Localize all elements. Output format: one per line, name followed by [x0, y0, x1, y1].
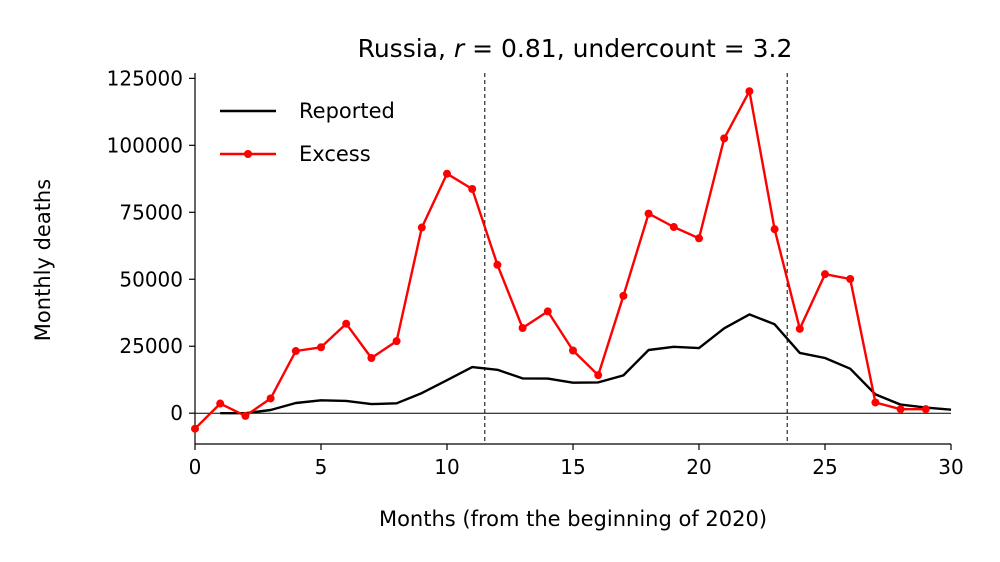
y-tick-label: 75000	[119, 200, 183, 224]
legend-label-excess: Excess	[299, 142, 371, 166]
data-point-excess	[896, 405, 905, 414]
plot-area: 0 5 10 15 20 25 30 0 25000 50000 75000 100000 125000	[107, 66, 964, 479]
data-point-excess	[770, 225, 779, 234]
data-point-excess	[392, 337, 401, 346]
data-point-excess	[669, 223, 678, 232]
legend-label-reported: Reported	[299, 99, 395, 123]
data-point-excess	[417, 223, 426, 232]
data-point-excess	[241, 411, 250, 420]
data-point-excess	[594, 371, 603, 380]
data-point-excess	[342, 319, 351, 328]
data-point-excess	[871, 398, 880, 407]
x-tick-label: 10	[434, 455, 459, 479]
data-point-excess	[720, 134, 729, 143]
data-point-excess	[745, 87, 754, 96]
data-point-excess	[191, 424, 199, 433]
data-point-excess	[619, 291, 628, 300]
x-tick-label: 5	[315, 455, 328, 479]
y-tick-label: 0	[170, 401, 183, 425]
chart-title: Russia, r = 0.81, undercount = 3.2	[358, 34, 793, 63]
data-point-excess	[367, 354, 376, 363]
y-tick-label: 125000	[107, 66, 183, 90]
y-tick-label: 100000	[107, 133, 183, 157]
y-axis-label: Monthly deaths	[31, 179, 55, 341]
x-axis-label: Months (from the beginning of 2020)	[379, 507, 767, 531]
data-point-excess	[795, 324, 804, 333]
data-point-excess	[846, 274, 855, 283]
data-point-excess	[569, 346, 577, 355]
x-tick-label: 20	[686, 455, 711, 479]
data-point-excess	[291, 347, 300, 356]
y-tick-label: 50000	[119, 267, 183, 291]
data-point-excess	[644, 209, 653, 218]
data-point-excess	[518, 324, 527, 333]
y-tick-label: 25000	[119, 334, 183, 358]
data-point-excess	[695, 234, 703, 243]
data-point-excess	[317, 343, 325, 352]
legend-marker-excess	[244, 150, 252, 158]
data-point-excess	[543, 307, 552, 316]
data-point-excess	[216, 399, 225, 408]
data-point-excess	[468, 184, 477, 193]
x-tick-label: 0	[189, 455, 202, 479]
series-line-reported	[220, 313, 952, 415]
data-point-excess	[821, 270, 829, 279]
series-line-excess	[194, 89, 926, 430]
data-point-excess	[493, 260, 502, 269]
data-point-excess	[443, 169, 451, 178]
x-tick-label: 30	[938, 455, 963, 479]
data-point-excess	[921, 405, 930, 414]
x-tick-label: 15	[560, 455, 585, 479]
data-point-excess	[266, 394, 275, 403]
x-tick-label: 25	[812, 455, 837, 479]
legend: Reported Excess	[220, 99, 395, 166]
